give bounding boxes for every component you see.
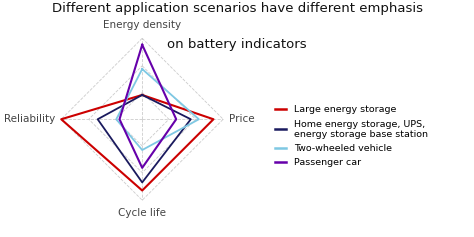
Text: Reliability: Reliability [4, 114, 55, 124]
Text: Different application scenarios have different emphasis: Different application scenarios have dif… [52, 2, 422, 15]
Text: Energy density: Energy density [103, 20, 181, 30]
Text: Price: Price [229, 114, 255, 124]
Legend: Large energy storage, Home energy storage, UPS,
energy storage base station, Two: Large energy storage, Home energy storag… [275, 105, 428, 167]
Text: on battery indicators: on battery indicators [167, 38, 307, 51]
Text: Cycle life: Cycle life [118, 208, 166, 218]
